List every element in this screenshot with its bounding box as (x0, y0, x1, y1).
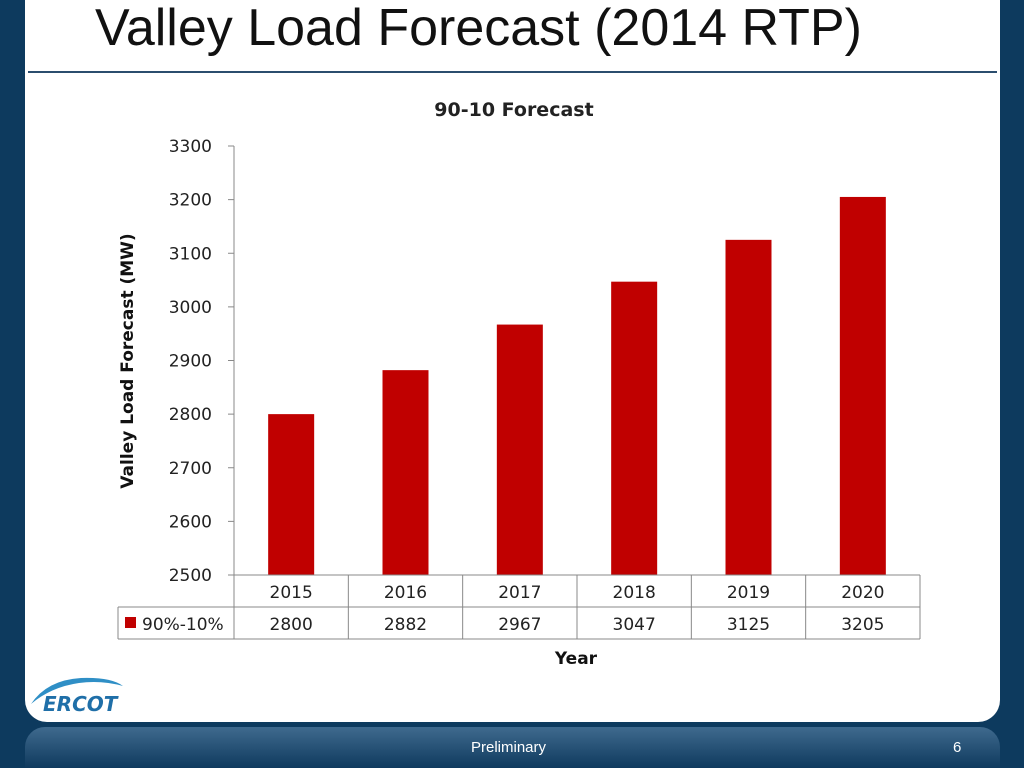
legend-swatch (125, 617, 136, 628)
page-number: 6 (953, 739, 962, 756)
bar-series (268, 196, 886, 575)
chart-title: 90-10 Forecast (434, 99, 593, 121)
y-tick-label: 2700 (169, 459, 212, 479)
data-label: 2967 (498, 615, 541, 635)
bar-2016 (382, 370, 429, 575)
x-tick-label: 2016 (384, 583, 427, 603)
y-tick-label: 3300 (169, 137, 212, 157)
y-tick-label: 2600 (169, 512, 212, 532)
x-tick-label: 2020 (841, 583, 884, 603)
x-tick-label: 2019 (727, 583, 770, 603)
y-axis-label: Valley Load Forecast (MW) (118, 233, 138, 488)
y-tick-label: 3100 (169, 244, 212, 264)
data-label: 3047 (613, 615, 656, 635)
y-tick-label: 2500 (169, 566, 212, 586)
y-tick-label: 3000 (169, 298, 212, 318)
bar-2019 (725, 239, 772, 575)
legend-label: 90%-10% (142, 615, 224, 635)
bar-2015 (268, 414, 315, 575)
bar-2017 (496, 324, 543, 575)
slide-canvas: Valley Load Forecast (2014 RTP) (25, 0, 1000, 722)
data-label: 3125 (727, 615, 770, 635)
bar-2020 (839, 196, 886, 575)
slide-title: Valley Load Forecast (2014 RTP) (95, 0, 862, 57)
title-divider (28, 71, 997, 73)
x-tick-label: 2017 (498, 583, 541, 603)
footer-bar: Preliminary 6 (25, 727, 1000, 768)
logo-text: ERCOT (43, 692, 119, 716)
y-tick-label: 2900 (169, 352, 212, 372)
bar-2018 (611, 281, 658, 575)
chart-axes: 2500 2600 2700 2800 2900 3000 3100 3200 3300 (169, 137, 235, 586)
footer-label: Preliminary (471, 739, 547, 756)
data-label: 3205 (841, 615, 884, 635)
data-table: 2015 2800 2016 2882 2017 2967 2018 3047 2019 3125… (117, 574, 921, 640)
ercot-logo: ERCOT (27, 674, 127, 723)
x-axis-label: Year (554, 649, 598, 669)
y-tick-label: 2800 (169, 405, 212, 425)
y-tick-label: 3200 (169, 191, 212, 211)
data-label: 2882 (384, 615, 427, 635)
data-label: 2800 (270, 615, 313, 635)
x-tick-label: 2018 (613, 583, 656, 603)
x-tick-label: 2015 (270, 583, 313, 603)
